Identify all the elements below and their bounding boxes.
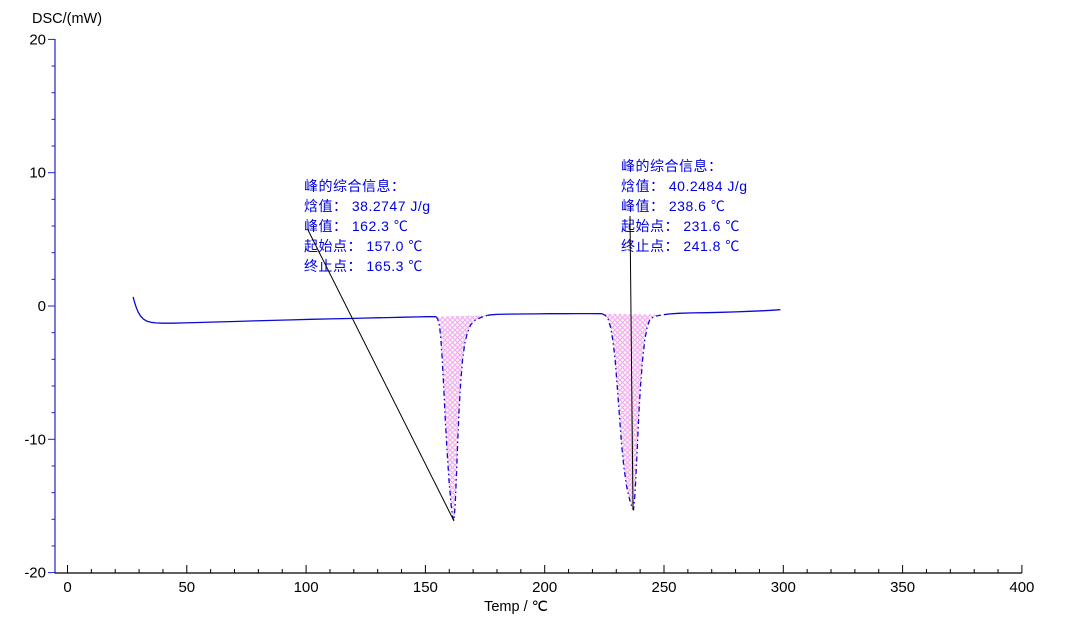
- x-axis-title: Temp / ℃: [484, 599, 548, 615]
- y-axis-title: DSC/(mW): [32, 11, 103, 27]
- peak1-enthalpy-line: 焓值： 38.2747 J/g: [304, 198, 431, 214]
- peak2-area-fill: [602, 313, 664, 510]
- x-tick-label: 250: [651, 579, 676, 596]
- peak1-onset-line: 起始点： 157.0 ℃: [304, 238, 423, 254]
- peak1-endpoint-line: 终止点： 165.3 ℃: [304, 258, 423, 274]
- peak1-annotation-title: 峰的综合信息：: [304, 178, 406, 194]
- dsc-curve-dash-segment-1: [435, 314, 488, 522]
- y-tick-label: -10: [24, 431, 46, 448]
- x-tick-label: 350: [890, 579, 915, 596]
- peak2-annotation-title: 峰的综合信息：: [621, 158, 723, 174]
- peak2-endpoint-line: 终止点： 241.8 ℃: [621, 238, 740, 254]
- y-tick-label: -20: [24, 565, 46, 582]
- x-tick-label: 50: [178, 579, 195, 596]
- peak2-pointer-line: [629, 215, 634, 511]
- peak2-enthalpy-line: 焓值： 40.2484 J/g: [621, 178, 748, 194]
- dsc-curve-dash-segment-3: [601, 313, 665, 511]
- dsc-curve-solid-segment-2: [487, 312, 603, 316]
- y-tick-label: 0: [38, 298, 46, 315]
- peak2-peak-temp-line: 峰值： 238.6 ℃: [621, 198, 726, 214]
- x-tick-label: 0: [63, 579, 71, 596]
- y-tick-label: 20: [29, 31, 46, 48]
- y-tick-label: 10: [29, 165, 46, 182]
- peak2-onset-line: 起始点： 231.6 ℃: [621, 218, 740, 234]
- peak1-area-fill: [436, 315, 488, 521]
- x-tick-label: 150: [413, 579, 438, 596]
- x-tick-label: 400: [1009, 579, 1034, 596]
- x-tick-label: 200: [532, 579, 557, 596]
- x-tick-label: 300: [771, 579, 796, 596]
- peak1-peak-temp-line: 峰值： 162.3 ℃: [304, 218, 409, 234]
- peak1-annotation: 峰的综合信息： 焓值： 38.2747 J/g 峰值： 162.3 ℃ 起始点：…: [304, 176, 431, 276]
- peak2-annotation: 峰的综合信息： 焓值： 40.2484 J/g 峰值： 238.6 ℃ 起始点：…: [621, 156, 748, 256]
- x-tick-label: 100: [294, 579, 319, 596]
- dsc-curve-solid-segment-0: [132, 296, 437, 324]
- dsc-curve-solid-segment-4: [663, 309, 781, 316]
